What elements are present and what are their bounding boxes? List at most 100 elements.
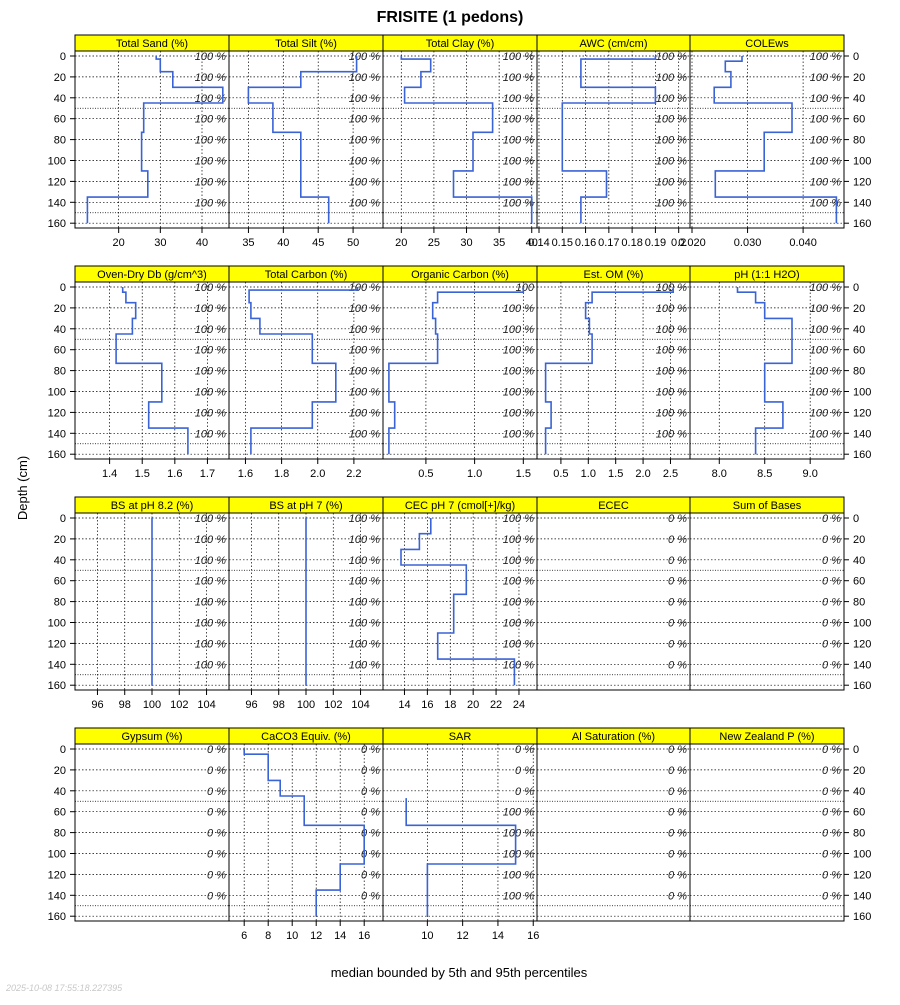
y-tick-label: 140: [48, 890, 66, 902]
y-tick-label: 100: [853, 387, 871, 399]
panel-title: Total Silt (%): [275, 38, 337, 50]
coverage-label: 100 %: [195, 407, 226, 419]
coverage-label: 0 %: [668, 534, 687, 546]
coverage-label: 0 %: [361, 869, 380, 881]
coverage-label: 0 %: [822, 534, 841, 546]
panel: Est. OM (%) 100 % 100 % 100 % 100 % 100 % 100 …: [536, 265, 691, 480]
coverage-label: 100 %: [656, 407, 687, 419]
y-tick-label: 160: [853, 449, 871, 461]
x-tick-label: 20: [467, 699, 479, 711]
coverage-label: 100 %: [503, 890, 534, 902]
coverage-label: 100 %: [810, 387, 841, 399]
coverage-label: 100 %: [349, 176, 380, 188]
profile-line: [247, 56, 358, 224]
coverage-label: 100 %: [503, 303, 534, 315]
x-tick-label: 16: [527, 930, 539, 942]
y-tick-label: 0: [853, 282, 859, 294]
y-tick-label: 60: [54, 576, 66, 588]
coverage-label: 100 %: [810, 114, 841, 126]
x-tick-label: 0.17: [598, 237, 619, 249]
x-tick-label: 50: [347, 237, 359, 249]
coverage-label: 0 %: [668, 576, 687, 588]
x-tick-label: 30: [460, 237, 472, 249]
y-tick-label: 80: [54, 828, 66, 840]
y-tick-label: 160: [48, 680, 66, 692]
coverage-label: 0 %: [515, 744, 534, 756]
coverage-label: 100 %: [195, 428, 226, 440]
y-tick-label: 80: [853, 135, 865, 147]
panel: SAR 0 % 0 % 0 % 100 % 100 % 100 % 100 % 100 % 10 1…: [382, 727, 539, 942]
coverage-label: 0 %: [822, 576, 841, 588]
x-tick-label: 0.040: [789, 237, 817, 249]
coverage-label: 0 %: [668, 744, 687, 756]
coverage-label: 0 %: [515, 765, 534, 777]
coverage-label: 100 %: [349, 638, 380, 650]
panel: Total Silt (%) 100 % 100 % 100 % 100 % 100 % 1…: [228, 34, 384, 249]
coverage-label: 100 %: [195, 51, 226, 63]
panel-title: Oven-Dry Db (g/cm^3): [97, 269, 207, 281]
chart-title: FRISITE (1 pedons): [377, 9, 524, 26]
y-tick-label: 0: [60, 51, 66, 63]
y-tick-label: 100: [853, 618, 871, 630]
y-tick-label: 160: [853, 218, 871, 230]
x-tick-label: 30: [154, 237, 166, 249]
coverage-label: 100 %: [503, 72, 534, 84]
coverage-label: 100 %: [503, 555, 534, 567]
x-tick-label: 104: [197, 699, 215, 711]
y-tick-label: 160: [853, 911, 871, 923]
panel-title: ECEC: [598, 500, 629, 512]
x-tick-label: 1.6: [167, 468, 182, 480]
coverage-label: 0 %: [822, 555, 841, 567]
panel: Total Clay (%) 100 % 100 % 100 % 100 % 100 % 1…: [382, 34, 538, 249]
panel: CEC pH 7 (cmol[+]/kg)100 %100 %100 %100 …: [382, 496, 538, 711]
profile-line: [405, 798, 517, 917]
x-tick-label: 0.030: [734, 237, 762, 249]
x-tick-label: 18: [444, 699, 456, 711]
y-tick-label: 120: [853, 407, 871, 419]
x-tick-label: 0.16: [575, 237, 596, 249]
coverage-label: 100 %: [810, 51, 841, 63]
y-tick-label: 60: [853, 345, 865, 357]
coverage-label: 0 %: [668, 659, 687, 671]
coverage-label: 0 %: [207, 828, 226, 840]
x-tick-label: 25: [428, 237, 440, 249]
coverage-label: 0 %: [515, 786, 534, 798]
coverage-label: 100 %: [503, 513, 534, 525]
x-axis-label: median bounded by 5th and 95th percentil…: [331, 965, 588, 980]
x-tick-label: 22: [490, 699, 502, 711]
coverage-label: 100 %: [503, 659, 534, 671]
panel-title: Total Sand (%): [116, 38, 188, 50]
coverage-label: 100 %: [195, 387, 226, 399]
coverage-label: 100 %: [656, 114, 687, 126]
coverage-label: 0 %: [207, 744, 226, 756]
y-tick-label: 20: [853, 765, 865, 777]
y-tick-label: 0: [60, 282, 66, 294]
x-tick-label: 2.0: [635, 468, 650, 480]
coverage-label: 100 %: [349, 282, 380, 294]
coverage-label: 100 %: [810, 156, 841, 168]
y-tick-label: 20: [853, 72, 865, 84]
coverage-label: 0 %: [361, 765, 380, 777]
coverage-label: 100 %: [656, 176, 687, 188]
coverage-label: 100 %: [810, 135, 841, 147]
panel-title: CaCO3 Equiv. (%): [261, 731, 351, 743]
y-tick-label: 120: [853, 176, 871, 188]
y-tick-label: 160: [48, 449, 66, 461]
x-tick-label: 35: [493, 237, 505, 249]
panel-title: Al Saturation (%): [572, 731, 655, 743]
coverage-label: 100 %: [656, 387, 687, 399]
y-tick-label: 120: [853, 869, 871, 881]
y-tick-label: 40: [853, 324, 865, 336]
coverage-label: 100 %: [503, 345, 534, 357]
y-tick-label: 100: [48, 387, 66, 399]
y-tick-label: 140: [853, 890, 871, 902]
x-tick-label: 1.0: [581, 468, 596, 480]
coverage-label: 100 %: [195, 659, 226, 671]
x-tick-label: 24: [513, 699, 525, 711]
y-tick-label: 0: [60, 744, 66, 756]
coverage-label: 0 %: [822, 890, 841, 902]
panel: CaCO3 Equiv. (%) 0 % 0 % 0 % 0 % 0 % 0 % 0 % 0 %…: [228, 727, 384, 942]
coverage-label: 0 %: [361, 849, 380, 861]
